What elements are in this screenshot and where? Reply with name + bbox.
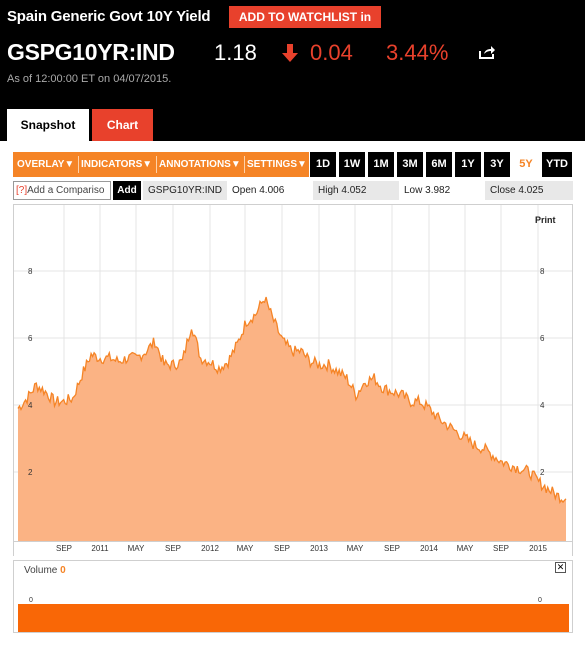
yield-line xyxy=(17,296,567,504)
menu-divider xyxy=(156,156,157,173)
tab-chart[interactable]: Chart xyxy=(92,109,153,141)
y-tick-label-right: 6 xyxy=(540,334,545,343)
as-of-timestamp: As of 12:00:00 ET on 04/07/2015. xyxy=(7,73,172,85)
x-tick-label: MAY xyxy=(127,544,145,553)
x-tick-label: SEP xyxy=(55,544,73,553)
range-1y-button[interactable]: 1Y xyxy=(455,152,481,177)
add-compare-button[interactable]: Add xyxy=(113,181,141,200)
x-tick-label: SEP xyxy=(164,544,182,553)
annotations-menu[interactable]: ANNOTATIONS▼ xyxy=(159,159,241,170)
menu-bar: OVERLAY▼ INDICATORS▼ ANNOTATIONS▼ SETTIN… xyxy=(13,152,309,177)
y-tick-label-right: 4 xyxy=(540,401,545,410)
low-label: Low xyxy=(404,185,423,196)
close-label: Close xyxy=(490,185,516,196)
range-1m-button[interactable]: 1M xyxy=(368,152,394,177)
print-link[interactable]: Print xyxy=(535,215,556,225)
volume-value: 0 xyxy=(60,565,66,576)
down-arrow-icon xyxy=(282,44,298,62)
range-3y-button[interactable]: 3Y xyxy=(484,152,510,177)
range-3m-button[interactable]: 3M xyxy=(397,152,423,177)
open-cell: Open 4.006 xyxy=(227,181,313,200)
x-axis: SEP 2011 MAY SEP 2012 MAY SEP 2013 MAY SEP 2014 MAY… xyxy=(13,541,573,556)
range-6m-button[interactable]: 6M xyxy=(426,152,452,177)
low-value: 3.982 xyxy=(425,185,451,196)
high-label: High xyxy=(318,185,339,196)
volume-panel: Volume 0 ✕ 0 0 xyxy=(13,560,573,633)
x-tick-label: MAY xyxy=(456,544,474,553)
volume-axis-left: 0 xyxy=(28,597,34,604)
quote-infobar: [?]Add a Compariso Add GSPG10YR:IND Open… xyxy=(13,181,573,200)
x-tick-label: 2013 xyxy=(310,544,328,553)
symbol-cell: GSPG10YR:IND xyxy=(143,181,227,200)
price-chart[interactable]: 2 2 4 4 6 6 8 8 xyxy=(13,204,573,542)
y-tick-label-left: 8 xyxy=(28,267,33,276)
open-label: Open xyxy=(232,185,257,196)
y-tick-label-right: 2 xyxy=(540,468,545,477)
x-tick-label: MAY xyxy=(346,544,364,553)
x-tick-label: 2015 xyxy=(529,544,547,553)
x-tick-label: MAY xyxy=(236,544,254,553)
price-change: 0.04 xyxy=(310,40,353,65)
add-to-watchlist-button[interactable]: ADD TO WATCHLIST in xyxy=(229,6,381,28)
range-1d-button[interactable]: 1D xyxy=(310,152,336,177)
low-cell: Low 3.982 xyxy=(399,181,485,200)
menu-divider xyxy=(78,156,79,173)
price-chart-svg: 2 2 4 4 6 6 8 8 xyxy=(14,205,572,541)
yield-area xyxy=(18,297,566,541)
help-icon[interactable]: [?] xyxy=(16,185,28,196)
open-value: 4.006 xyxy=(259,185,285,196)
close-value: 4.025 xyxy=(518,185,544,196)
range-ytd-button[interactable]: YTD xyxy=(542,152,572,177)
y-tick-label-right: 8 xyxy=(540,267,545,276)
volume-label-text: Volume xyxy=(24,565,58,576)
close-cell: Close 4.025 xyxy=(485,181,573,200)
x-tick-label: SEP xyxy=(273,544,291,553)
price-change-percent: 3.44% xyxy=(386,40,449,65)
volume-bar xyxy=(18,604,569,632)
header-bar: Spain Generic Govt 10Y Yield ADD TO WATC… xyxy=(0,0,585,141)
high-cell: High 4.052 xyxy=(313,181,399,200)
volume-axis-right: 0 xyxy=(537,597,543,604)
y-tick-label-left: 2 xyxy=(28,468,33,477)
menu-divider xyxy=(244,156,245,173)
price-value: 1.18 xyxy=(214,40,257,65)
x-tick-label: 2012 xyxy=(201,544,219,553)
y-tick-label-left: 6 xyxy=(28,334,33,343)
close-icon[interactable]: ✕ xyxy=(555,562,566,573)
settings-menu[interactable]: SETTINGS▼ xyxy=(247,159,307,170)
compare-input[interactable]: [?]Add a Compariso xyxy=(13,181,111,200)
page-title: Spain Generic Govt 10Y Yield xyxy=(7,8,211,25)
share-icon[interactable] xyxy=(478,44,496,60)
indicators-menu[interactable]: INDICATORS▼ xyxy=(81,159,153,170)
high-value: 4.052 xyxy=(341,185,367,196)
x-tick-label: SEP xyxy=(492,544,510,553)
compare-placeholder: Add a Compariso xyxy=(27,185,105,196)
overlay-menu[interactable]: OVERLAY▼ xyxy=(17,159,75,170)
volume-label: Volume 0 xyxy=(24,565,66,576)
range-5y-button[interactable]: 5Y xyxy=(513,152,539,177)
x-tick-label: 2011 xyxy=(91,544,109,553)
x-tick-label: 2014 xyxy=(420,544,438,553)
ticker-symbol: GSPG10YR:IND xyxy=(7,39,175,65)
x-tick-label: SEP xyxy=(383,544,401,553)
range-1w-button[interactable]: 1W xyxy=(339,152,365,177)
tab-snapshot[interactable]: Snapshot xyxy=(7,109,89,141)
y-tick-label-left: 4 xyxy=(28,401,33,410)
